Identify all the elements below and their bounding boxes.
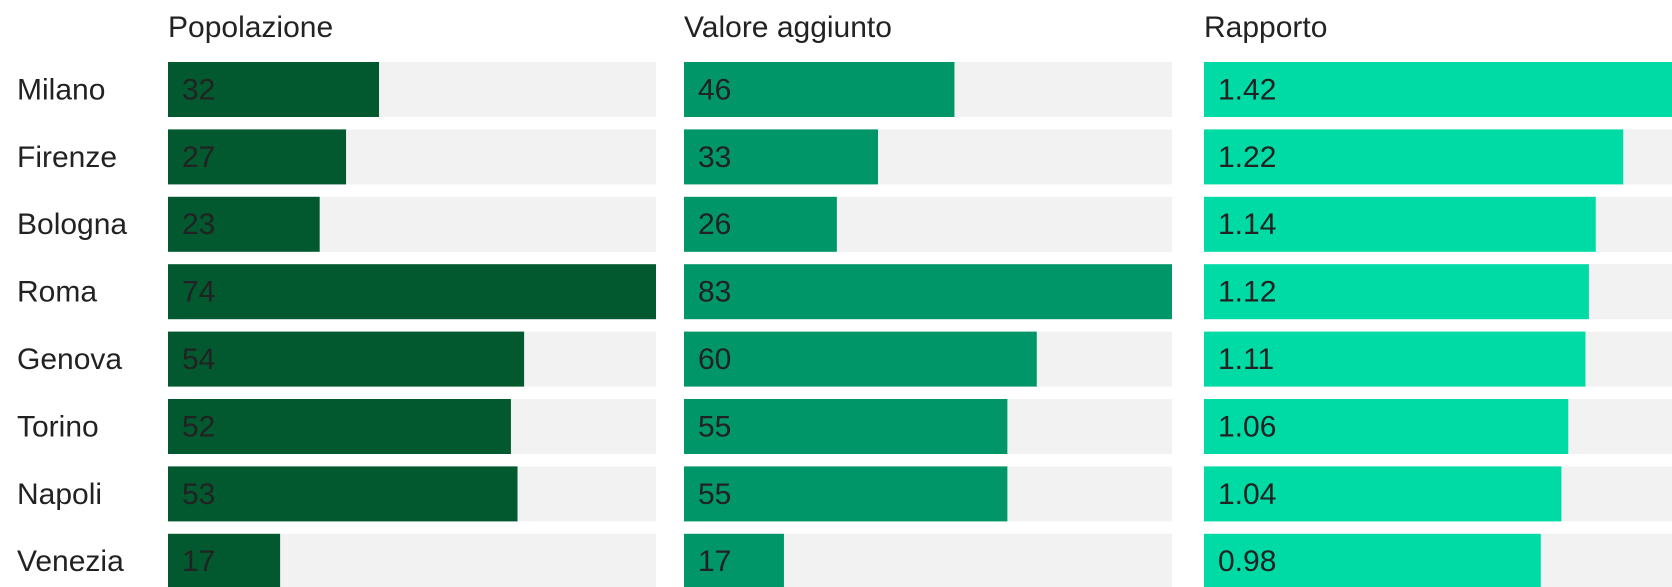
value-label: 1.22 [1218, 141, 1276, 174]
bar [168, 264, 656, 320]
value-label: 1.12 [1218, 276, 1276, 309]
bar [1204, 196, 1596, 252]
value-label: 26 [698, 208, 731, 241]
bar [168, 466, 518, 522]
column-header: Valore aggiunto [684, 11, 892, 44]
bar [684, 466, 1008, 522]
bar [684, 331, 1037, 387]
row-label: Napoli [17, 478, 102, 511]
value-label: 83 [698, 276, 731, 309]
row-label: Torino [17, 410, 99, 443]
bar [1204, 399, 1569, 454]
bar [168, 399, 511, 454]
value-label: 55 [698, 410, 731, 443]
value-label: 27 [182, 141, 215, 174]
bar [1204, 264, 1589, 320]
row-label: Milano [17, 73, 105, 106]
bar [1204, 129, 1624, 185]
bar [168, 129, 347, 185]
row-label: Venezia [17, 545, 124, 578]
bar [1204, 466, 1562, 522]
bar [684, 62, 955, 117]
value-label: 74 [182, 276, 215, 309]
value-label: 60 [698, 343, 731, 376]
value-label: 1.14 [1218, 208, 1276, 241]
value-label: 1.06 [1218, 410, 1276, 443]
bar [168, 533, 281, 587]
value-label: 52 [182, 410, 215, 443]
bar [1204, 533, 1541, 587]
bar [1204, 62, 1672, 117]
bar [168, 331, 525, 387]
bar [684, 129, 879, 185]
value-label: 32 [182, 73, 215, 106]
value-label: 1.11 [1218, 343, 1274, 376]
value-label: 17 [182, 545, 215, 578]
value-label: 1.04 [1218, 478, 1276, 511]
value-label: 46 [698, 73, 731, 106]
row-label: Roma [17, 276, 97, 309]
value-label: 33 [698, 141, 731, 174]
bar [1204, 331, 1586, 387]
value-label: 54 [182, 343, 215, 376]
row-label: Genova [17, 343, 122, 376]
value-label: 53 [182, 478, 215, 511]
value-label: 55 [698, 478, 731, 511]
value-label: 17 [698, 545, 731, 578]
value-label: 23 [182, 208, 215, 241]
bar [684, 264, 1172, 320]
bar [684, 196, 837, 252]
column-header: Popolazione [168, 11, 333, 44]
bar [684, 399, 1008, 454]
bar [684, 533, 784, 587]
bar [168, 62, 380, 117]
value-label: 0.98 [1218, 545, 1276, 578]
bar [168, 196, 320, 252]
row-label: Bologna [17, 208, 127, 241]
row-label: Firenze [17, 141, 117, 174]
value-label: 1.42 [1218, 73, 1276, 106]
column-header: Rapporto [1204, 11, 1327, 44]
